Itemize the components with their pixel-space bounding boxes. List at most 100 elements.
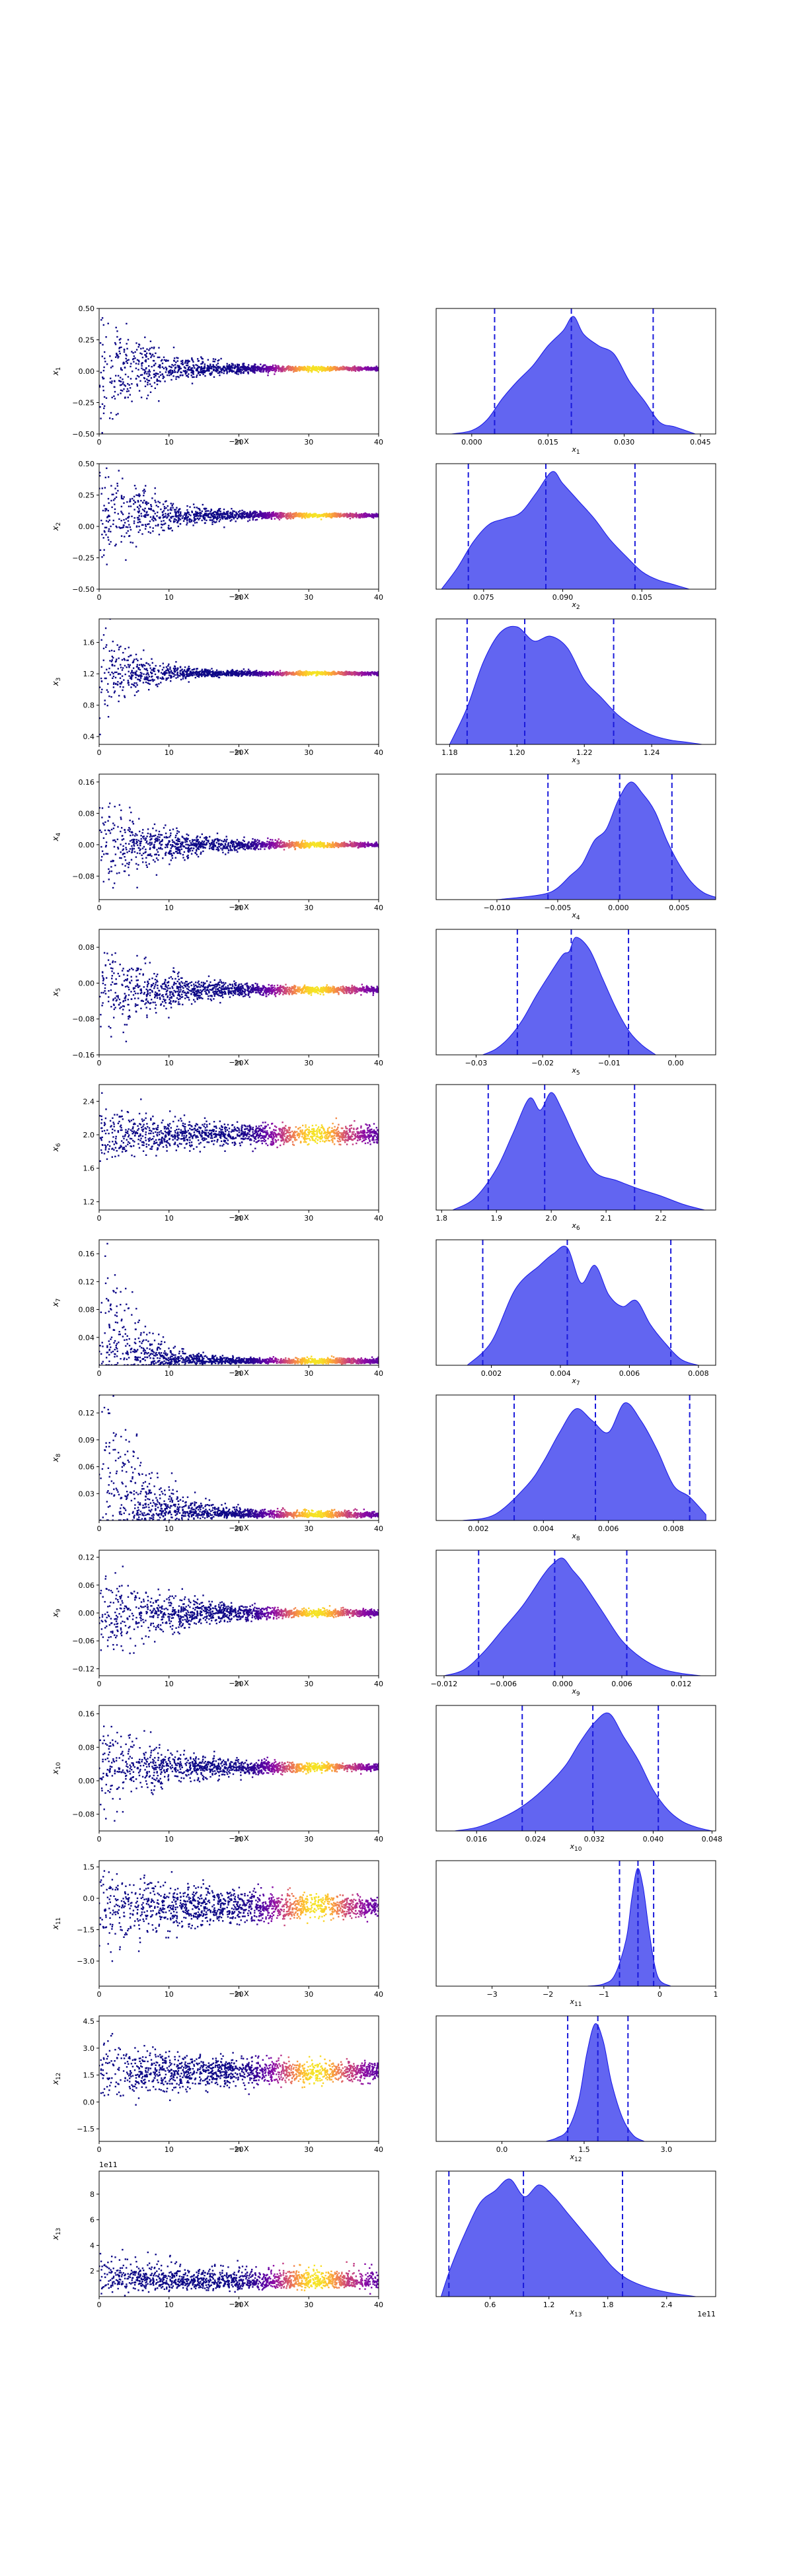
trace-point [156, 676, 158, 678]
trace-point [231, 367, 234, 369]
trace-point [302, 515, 304, 517]
trace-point [173, 360, 176, 362]
trace-point [235, 512, 237, 514]
trace-point [226, 517, 228, 519]
trace-point [338, 515, 340, 517]
trace-point [216, 515, 219, 517]
trace-point [167, 669, 169, 671]
trace-point [124, 648, 126, 650]
trace-point [254, 512, 256, 515]
trace-point [174, 665, 176, 667]
trace-point [169, 369, 170, 372]
trace-point [262, 513, 264, 515]
trace-point [192, 843, 194, 845]
trace-point [281, 369, 283, 371]
trace-point [147, 379, 149, 382]
trace-point [270, 517, 272, 519]
trace-point [291, 366, 294, 368]
trace-point [283, 672, 285, 675]
trace-point [229, 365, 231, 367]
trace-point [274, 839, 276, 841]
trace-point [105, 336, 107, 338]
trace-point [194, 519, 196, 521]
trace-point [184, 514, 186, 516]
trace-point [277, 672, 279, 674]
trace-point [143, 376, 145, 379]
trace-point [377, 672, 379, 674]
trace-point [308, 369, 310, 372]
trace-point [344, 515, 346, 517]
trace-point [145, 354, 147, 356]
trace-point [230, 674, 232, 677]
trace-point [130, 676, 133, 678]
trace-point [170, 676, 173, 678]
trace-point [237, 514, 240, 516]
trace-point [288, 515, 291, 517]
trace-point [186, 524, 188, 526]
trace-point [315, 369, 317, 371]
trace-point [359, 516, 361, 518]
trace-point [282, 370, 283, 373]
trace-point [332, 368, 334, 371]
trace-point [252, 512, 254, 514]
trace-point [108, 871, 111, 873]
trace-point [199, 511, 201, 514]
trace-point [120, 511, 122, 513]
trace-point [106, 705, 108, 707]
trace-point [120, 380, 122, 382]
trace-x-tick-label: 40 [374, 748, 383, 757]
trace-point [227, 511, 229, 513]
trace-point [264, 672, 266, 674]
trace-point [355, 369, 357, 371]
trace-point [206, 367, 209, 370]
trace-point [212, 674, 214, 676]
trace-point [108, 868, 110, 870]
trace-point [370, 515, 372, 517]
trace-point [132, 660, 135, 662]
trace-point [221, 517, 223, 519]
trace-point [144, 336, 146, 338]
trace-point [106, 467, 108, 470]
trace-point [373, 517, 375, 519]
trace-point [330, 366, 332, 369]
trace-point [354, 515, 356, 517]
trace-point [362, 673, 364, 676]
trace-point [106, 517, 108, 519]
trace-point [105, 677, 107, 680]
trace-point [367, 367, 369, 370]
trace-point [212, 369, 215, 372]
trace-point [212, 512, 215, 514]
trace-point [353, 369, 355, 371]
trace-point [222, 515, 224, 517]
trace-point [123, 351, 126, 353]
trace-point [278, 366, 280, 368]
trace-point [126, 355, 128, 357]
trace-point [309, 671, 311, 673]
trace-point [129, 500, 132, 502]
trace-point [113, 650, 116, 652]
trace-point [145, 352, 148, 355]
trace-point [211, 515, 213, 517]
trace-point [176, 671, 178, 674]
trace-point [356, 367, 358, 369]
trace-point [183, 517, 185, 519]
trace-point [219, 372, 221, 374]
trace-point [365, 672, 367, 674]
trace-point [115, 544, 117, 546]
trace-point [112, 523, 114, 525]
trace-point [133, 694, 136, 696]
trace-point [152, 680, 154, 682]
trace-point [102, 509, 104, 512]
trace-point [364, 672, 366, 675]
trace-point [138, 664, 141, 666]
trace-point [120, 389, 122, 391]
trace-point [254, 513, 256, 516]
trace-point [232, 515, 234, 517]
trace-point [170, 675, 172, 678]
trace-point [202, 503, 204, 506]
trace-point [127, 526, 129, 528]
trace-point [287, 672, 290, 675]
trace-point [307, 514, 309, 516]
trace-point [190, 520, 192, 522]
trace-point [215, 674, 217, 677]
